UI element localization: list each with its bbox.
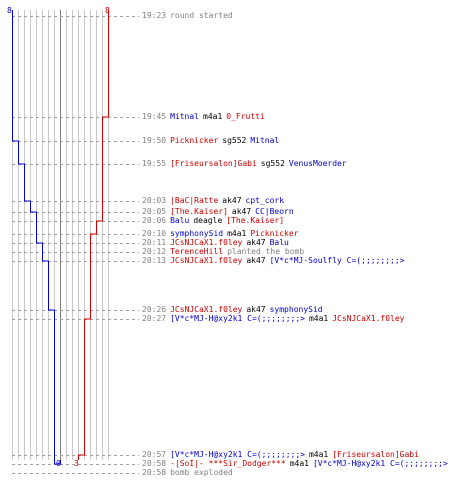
t-player-name: [The.Kaiser]	[226, 216, 285, 225]
t-player-name: Picknicker	[250, 229, 299, 238]
event-row: 20:13 JCsNJCaX1.f0ley ak47 [V*c*MJ-Soulfly …	[142, 256, 404, 266]
event-time: 20:05	[142, 207, 167, 216]
event-weapon: sg552	[260, 159, 285, 168]
event-time: 19:45	[142, 112, 167, 121]
ct-player-name: cpt_cork	[245, 196, 285, 205]
event-row: 20:06 Balu deagle [The.Kaiser]	[142, 216, 284, 226]
event-row: 19:45 Mitnal m4a1 0_Frutti	[142, 112, 265, 122]
event-row: 20:10 symphonySid m4a1 Picknicker	[142, 229, 299, 239]
event-message: round started	[170, 11, 233, 20]
t-alive-line	[78, 10, 109, 460]
event-row: 19:23 round started	[142, 11, 233, 21]
event-weapon: ak47	[246, 256, 266, 265]
ct-player-name: CC|Beorn	[255, 207, 294, 216]
event-time: 20:10	[142, 229, 167, 238]
event-time: 20:58	[142, 459, 167, 468]
event-time: 19:50	[142, 136, 167, 145]
event-time: 20:03	[142, 196, 167, 205]
event-weapon: ak47	[222, 196, 242, 205]
event-row: 19:50 Picknicker sg552 Mitnal	[142, 136, 279, 146]
event-weapon: ak47	[231, 207, 252, 216]
ct-end-count: 0	[56, 459, 61, 468]
t-player-name: Picknicker	[170, 136, 219, 145]
event-time: 20:13	[142, 256, 167, 265]
event-weapon: deagle	[193, 216, 223, 225]
t-player-name: JCsNJCaX1.f0ley	[170, 256, 243, 265]
t-end-count: 3	[74, 459, 79, 468]
event-time: 19:55	[142, 159, 167, 168]
t-player-name: 0_Frutti	[226, 112, 265, 121]
ct-player-name: Balu	[269, 238, 289, 247]
ct-player-name: Balu	[170, 216, 190, 225]
t-player-name: |BaC|Ratte	[170, 196, 219, 205]
t-player-name: TerenceHill	[170, 247, 224, 256]
event-weapon: ak47	[246, 238, 266, 247]
event-time: 20:26	[142, 305, 167, 314]
t-player-name: JCsNJCaX1.f0ley	[332, 314, 405, 323]
ct-player-name: [V*c*MJ-Soulfly C=(;;;;;;;;>	[269, 256, 405, 265]
event-time: 19:23	[142, 11, 167, 20]
event-row: 19:55 [Friseursalon]Gabi sg552 VenusMoerder	[142, 159, 347, 169]
event-weapon: sg552	[222, 136, 247, 145]
t-player-name: [Friseursalon]Gabi	[332, 450, 419, 459]
event-time: 20:06	[142, 216, 167, 225]
ct-player-name: Mitnal	[250, 136, 280, 145]
event-time: 20:58	[142, 468, 167, 477]
ct-start-count: 8	[7, 6, 12, 15]
event-row: 20:58 -|SoI|- ***Sir_Dodger*** m4a1 [V*c*MJ…	[142, 459, 448, 469]
event-weapon: ak47	[246, 305, 266, 314]
event-weapon: m4a1	[227, 229, 247, 238]
event-time: 20:57	[142, 450, 167, 459]
event-message: bomb exploded	[170, 468, 233, 477]
event-row: 20:03 |BaC|Ratte ak47 cpt_cork	[142, 196, 284, 206]
event-guide-lines	[12, 16, 139, 474]
event-weapon: m4a1	[308, 450, 329, 459]
ct-player-name: symphonySid	[269, 305, 323, 314]
ct-player-name: [V*c*MJ-H@xy2k1 C=(;;;;;;;;>	[170, 450, 305, 459]
ct-player-name: symphonySid	[170, 229, 224, 238]
event-row: 20:57 [V*c*MJ-H@xy2k1 C=(;;;;;;;;> m4a1 [Fr…	[142, 450, 419, 460]
event-time: 20:11	[142, 238, 167, 247]
ct-player-name: [V*c*MJ-H@xy2k1 C=(;;;;;;;;>	[170, 314, 305, 323]
event-weapon: m4a1	[308, 314, 329, 323]
t-player-name: -|SoI|- ***Sir_Dodger***	[170, 459, 286, 468]
ct-player-name: [V*c*MJ-H@xy2k1 C=(;;;;;;;;>	[312, 459, 448, 468]
t-start-count: 8	[105, 6, 110, 15]
event-message: planted the bomb	[227, 247, 305, 256]
event-row: 20:26 JCsNJCaX1.f0ley ak47 symphonySid	[142, 305, 323, 315]
event-time: 20:12	[142, 247, 167, 256]
t-player-name: [The.Kaiser]	[170, 207, 228, 216]
t-player-name: JCsNJCaX1.f0ley	[170, 238, 243, 247]
event-row: 20:27 [V*c*MJ-H@xy2k1 C=(;;;;;;;;> m4a1 JCs…	[142, 314, 404, 324]
event-row: 20:11 JCsNJCaX1.f0ley ak47 Balu	[142, 238, 289, 248]
event-row: 20:58 bomb exploded	[142, 468, 233, 478]
event-weapon: m4a1	[289, 459, 309, 468]
ct-player-name: VenusMoerder	[288, 159, 347, 168]
t-player-name: [Friseursalon]Gabi	[170, 159, 257, 168]
ct-player-name: Mitnal	[170, 112, 199, 121]
t-player-name: JCsNJCaX1.f0ley	[170, 305, 243, 314]
event-time: 20:27	[142, 314, 167, 323]
event-row: 20:05 [The.Kaiser] ak47 CC|Beorn	[142, 207, 294, 217]
event-weapon: m4a1	[203, 112, 223, 121]
ct-alive-line	[12, 10, 61, 465]
event-row: 20:12 TerenceHill planted the bomb	[142, 247, 304, 257]
